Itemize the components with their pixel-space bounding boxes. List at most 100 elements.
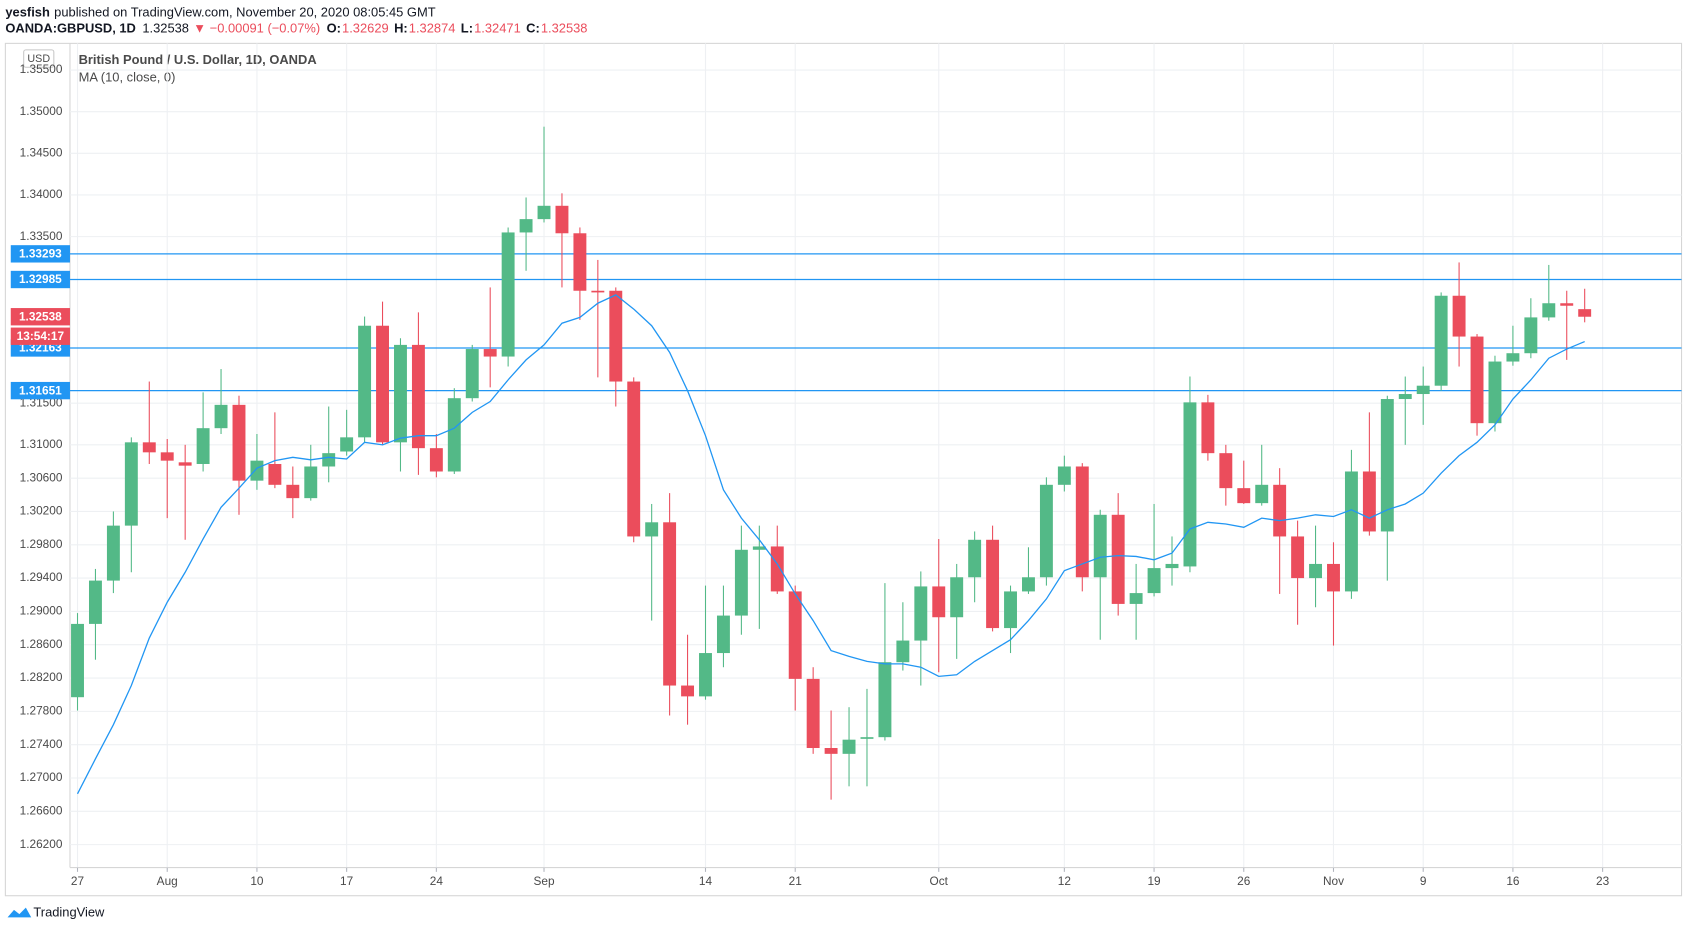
last-price-tag-bg (10, 308, 70, 326)
candle-body (1273, 484, 1287, 537)
y-tick-label: 1.27000 (20, 770, 63, 784)
candle-body (1434, 295, 1448, 386)
candle-body (214, 404, 228, 429)
candle-body (376, 325, 389, 443)
candle-body (1524, 317, 1538, 354)
candle-body (896, 640, 910, 663)
candle-body (142, 442, 156, 453)
chart-title: British Pound / U.S. Dollar, 1D, OANDA (79, 52, 318, 67)
header-text: C: (526, 21, 540, 36)
candle-body (645, 522, 659, 537)
candle-body (1362, 471, 1376, 532)
y-tick-label: 1.29400 (20, 570, 63, 584)
candle-body (860, 737, 874, 739)
x-tick-label: 17 (340, 874, 353, 888)
frame (4, 42, 1683, 897)
candle-body (1506, 353, 1520, 362)
candle-body (232, 404, 246, 481)
candle-body (1219, 453, 1233, 489)
header-text: ▼ −0.00091 (−0.07%) (193, 21, 320, 36)
y-tick-label: 1.31000 (20, 437, 63, 451)
y-tick-label: 1.27400 (20, 737, 63, 751)
y-tick-label: 1.34000 (20, 187, 63, 201)
candle-body (591, 290, 605, 293)
candle-body (663, 522, 677, 686)
y-tick-label: 1.26200 (20, 837, 63, 851)
y-tick-label: 1.30200 (20, 504, 63, 518)
y-tick-label: 1.34500 (20, 145, 63, 159)
y-tick-label: 1.35500 (20, 62, 63, 76)
candle-body (1452, 295, 1466, 337)
candle-body (1560, 303, 1574, 306)
x-tick-label: 12 (1058, 874, 1071, 888)
hline-price-tag-bg (10, 245, 70, 263)
candle-body (1057, 466, 1071, 485)
x-tick-label: Oct (930, 874, 949, 888)
header-text: H: (394, 21, 408, 36)
candle-body (1022, 577, 1035, 592)
candle-body (932, 586, 946, 618)
y-tick-label: 1.26600 (20, 803, 63, 817)
header-text: 1.32538 (142, 21, 189, 36)
candle-body (627, 381, 641, 537)
candle-body (1488, 361, 1502, 424)
candle-body (1255, 484, 1269, 504)
hline-price-tag: 1.33293 (19, 247, 62, 261)
x-tick-label: 9 (1420, 874, 1427, 888)
ma-line (76, 294, 1585, 795)
y-tick-label: 1.28200 (20, 670, 63, 684)
hline-price-tag: 1.32985 (19, 272, 62, 286)
y-tick-label: 1.35000 (20, 104, 63, 118)
countdown: 13:54:17 (17, 329, 65, 343)
hline-price-tag-bg (10, 381, 70, 400)
candle-body (340, 437, 354, 452)
candle-body (681, 685, 695, 697)
legend-entry: MA (10, close, 0) (79, 69, 176, 84)
candle-body (788, 591, 802, 679)
x-tick-label: 26 (1237, 874, 1251, 888)
candle-body (519, 219, 533, 233)
brand: TradingView (33, 904, 105, 919)
candle-body (1416, 385, 1430, 395)
hline-price-tag: 1.31651 (19, 383, 62, 397)
candle-body (429, 448, 443, 472)
header-text: 1.32874 (409, 21, 456, 36)
header-text: L: (461, 21, 473, 36)
candle-body (1380, 399, 1394, 532)
candle-body (1147, 568, 1161, 594)
y-tick-label: 1.33500 (20, 229, 63, 243)
x-tick-label: 23 (1596, 874, 1610, 888)
candle-body (806, 678, 820, 749)
header-text: OANDA:GBPUSD, 1D (5, 21, 136, 36)
candle-body (1129, 593, 1143, 604)
candle-body (537, 205, 551, 220)
candle-body (411, 344, 425, 449)
candle-body (950, 577, 964, 618)
candle-body (286, 484, 300, 499)
countdown-bg (10, 327, 70, 345)
candle-body (1183, 402, 1197, 567)
candle-body (968, 539, 982, 578)
candle-body (734, 549, 748, 616)
x-tick-label: 10 (250, 874, 264, 888)
candle-body (752, 546, 766, 550)
candle-body (250, 460, 264, 481)
candle-body (358, 325, 372, 438)
currency-box (23, 49, 55, 68)
logo (7, 907, 32, 918)
candle-body (1542, 303, 1556, 318)
y-tick-label: 1.29800 (20, 537, 63, 551)
candle-body (716, 615, 730, 654)
candle-body (824, 748, 838, 754)
header-text: 1.32629 (342, 21, 389, 36)
candle-body (770, 546, 784, 592)
x-tick-label: 24 (430, 874, 444, 888)
last-price-tag: 1.32538 (19, 309, 62, 323)
candle-body (106, 525, 120, 581)
candle-body (573, 233, 587, 291)
currency: USD (27, 53, 50, 65)
candle-body (555, 205, 569, 234)
x-tick-label: 19 (1147, 874, 1161, 888)
candle-body (609, 290, 623, 382)
